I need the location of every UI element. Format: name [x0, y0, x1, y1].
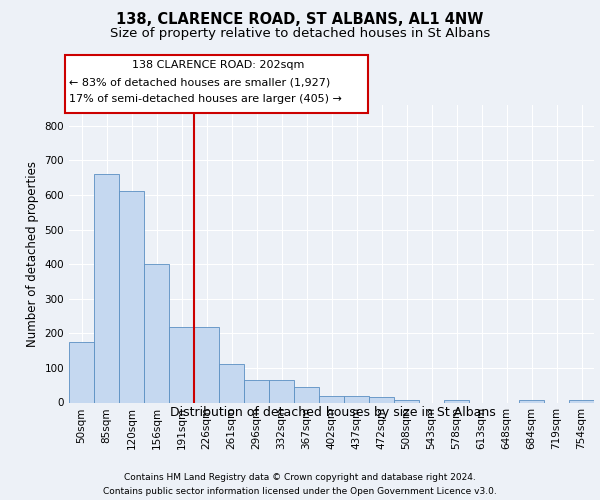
Bar: [94, 174, 119, 402]
Bar: [369, 398, 394, 402]
Y-axis label: Number of detached properties: Number of detached properties: [26, 161, 39, 347]
Bar: [244, 380, 269, 402]
Bar: [319, 396, 344, 402]
Bar: [144, 264, 169, 402]
Bar: [444, 400, 469, 402]
Bar: [169, 327, 194, 402]
Text: Size of property relative to detached houses in St Albans: Size of property relative to detached ho…: [110, 28, 490, 40]
Bar: [269, 380, 294, 402]
Text: Contains HM Land Registry data © Crown copyright and database right 2024.: Contains HM Land Registry data © Crown c…: [124, 472, 476, 482]
Text: 138 CLARENCE ROAD: 202sqm: 138 CLARENCE ROAD: 202sqm: [131, 60, 304, 70]
Bar: [69, 342, 94, 402]
Bar: [569, 400, 594, 402]
Bar: [294, 387, 319, 402]
Text: Distribution of detached houses by size in St Albans: Distribution of detached houses by size …: [170, 406, 496, 419]
Bar: [119, 192, 144, 402]
Text: Contains public sector information licensed under the Open Government Licence v3: Contains public sector information licen…: [103, 488, 497, 496]
Bar: [219, 364, 244, 403]
Bar: [519, 400, 544, 402]
Bar: [394, 400, 419, 402]
Bar: [344, 396, 369, 402]
Bar: [194, 327, 219, 402]
Text: 138, CLARENCE ROAD, ST ALBANS, AL1 4NW: 138, CLARENCE ROAD, ST ALBANS, AL1 4NW: [116, 12, 484, 28]
Text: 17% of semi-detached houses are larger (405) →: 17% of semi-detached houses are larger (…: [69, 94, 342, 104]
Text: ← 83% of detached houses are smaller (1,927): ← 83% of detached houses are smaller (1,…: [69, 78, 330, 88]
